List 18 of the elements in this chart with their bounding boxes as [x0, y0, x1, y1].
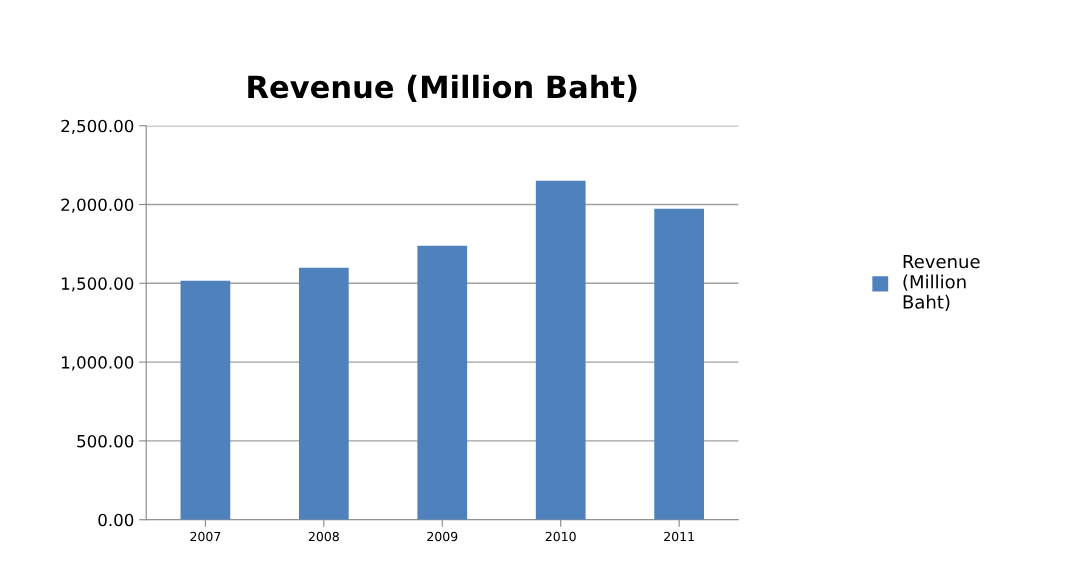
- bar: [535, 180, 586, 520]
- x-tick-label: 2010: [545, 531, 576, 542]
- x-tick-label: 2008: [308, 531, 339, 542]
- bar: [417, 245, 468, 520]
- chart-title: Revenue (Million Baht): [248, 74, 637, 102]
- bar: [654, 208, 705, 520]
- y-tick-label: 2,500.00: [61, 119, 134, 134]
- x-tick-label: 2011: [664, 531, 694, 542]
- legend-label: Revenue (Million Baht): [903, 254, 980, 311]
- y-tick-label: 1,000.00: [61, 356, 134, 371]
- bar: [298, 267, 349, 520]
- y-tick-label: 500.00: [77, 434, 134, 448]
- x-tick-label: 2007: [190, 531, 221, 542]
- y-tick-label: 1,500.00: [61, 277, 134, 292]
- y-tick-label: 0.00: [98, 513, 134, 527]
- bar: [180, 280, 231, 520]
- x-tick-label: 2009: [427, 531, 458, 542]
- y-tick-label: 2,000.00: [61, 198, 134, 213]
